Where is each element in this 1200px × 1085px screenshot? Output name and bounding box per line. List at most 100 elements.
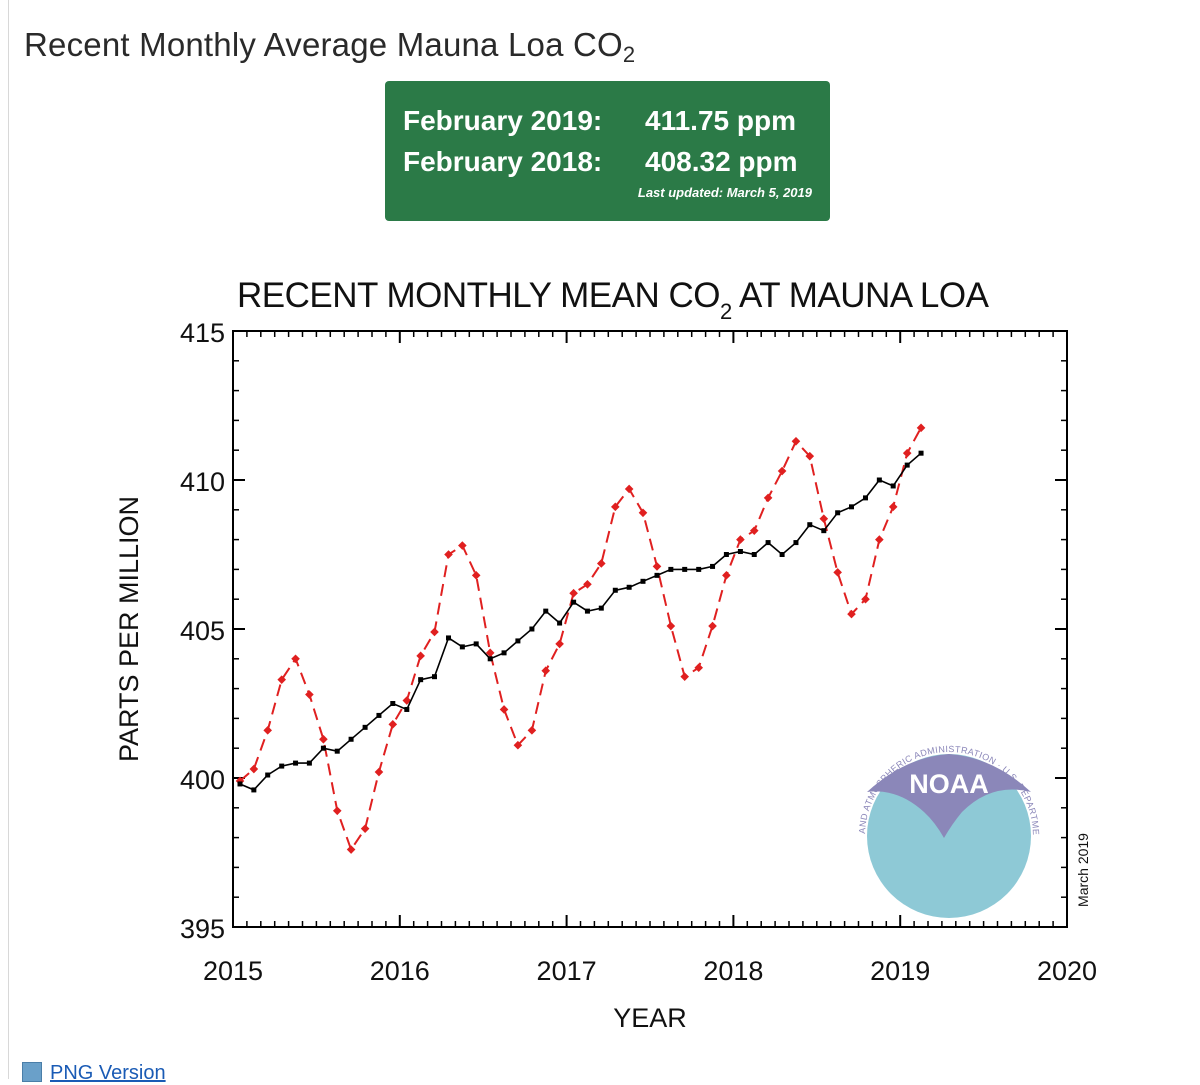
current-reading-value: 411.75 ppm (645, 105, 796, 136)
trend-point (904, 462, 910, 468)
monthly-mean-point (888, 502, 898, 512)
monthly-mean-point (444, 550, 453, 559)
trend-point (696, 566, 702, 572)
monthly-mean-point (471, 571, 481, 580)
trend-point (293, 760, 299, 766)
trend-point (487, 656, 493, 662)
png-version-link[interactable]: PNG Version (22, 1062, 166, 1085)
trend-point (557, 620, 563, 626)
monthly-mean-point (805, 451, 815, 461)
monthly-mean-point (291, 654, 300, 664)
previous-reading-value: 408.32 ppm (645, 146, 798, 177)
x-tick-label: 2016 (370, 956, 430, 986)
x-tick-label: 2017 (537, 956, 597, 986)
monthly-mean-point (861, 594, 870, 604)
y-tick-label: 415 (180, 318, 225, 348)
noaa-logo: NOAA NATIONAL OCEANIC AND ATMOSPHERIC AD… (0, 0, 1041, 918)
monthly-mean-point (680, 672, 690, 681)
trend-point (306, 760, 312, 766)
image-file-icon (22, 1062, 42, 1082)
monthly-mean-point (569, 588, 578, 598)
trend-point (863, 495, 869, 501)
monthly-mean-point (402, 696, 412, 705)
monthly-mean-point (902, 448, 912, 458)
date-note: March 2019 (1075, 833, 1091, 907)
monthly-mean-point (819, 514, 829, 524)
monthly-mean-point (555, 639, 564, 649)
x-tick-label: 2019 (870, 956, 930, 986)
monthly-mean-point (875, 535, 884, 544)
trend-point (626, 584, 632, 590)
trend-point (376, 712, 382, 718)
monthly-mean-point (833, 568, 842, 577)
trend-point (640, 578, 646, 584)
trend-point (668, 566, 674, 572)
data-series (235, 423, 926, 854)
monthly-mean-point (777, 466, 787, 476)
axes: 395 400 405 410 415 2015 2016 2017 2018 2019 2020 (180, 318, 1097, 986)
current-reading: February 2019: 411.75 ppm (403, 105, 796, 137)
trend-point (918, 450, 924, 456)
trend-point (404, 706, 410, 712)
trend-point (571, 599, 577, 605)
monthly-mean-point (596, 559, 606, 568)
monthly-mean-point (583, 579, 592, 589)
monthly-mean-point (694, 663, 704, 673)
previous-reading-label: February 2018: (403, 146, 603, 177)
monthly-mean-point (249, 764, 259, 774)
monthly-mean-point (416, 651, 425, 661)
trend-point (237, 781, 243, 787)
monthly-mean-point (541, 666, 551, 676)
monthly-mean-point (360, 824, 370, 833)
trend-line (239, 452, 922, 791)
trend-point (765, 540, 771, 546)
monthly-mean-point (722, 571, 731, 580)
monthly-mean-point (624, 484, 634, 494)
trend-point (265, 772, 271, 778)
monthly-mean-point (763, 493, 773, 503)
monthly-mean-point (916, 423, 926, 433)
trend-point (320, 745, 326, 751)
trend-point (612, 587, 618, 593)
monthly-mean-line (239, 427, 922, 852)
monthly-mean-point (736, 535, 745, 544)
monthly-mean-point (749, 526, 759, 535)
trend-point (515, 638, 521, 644)
trend-point (598, 605, 604, 611)
monthly-mean-point (458, 541, 467, 550)
trend-point (334, 748, 340, 754)
monthly-mean-point (513, 740, 523, 750)
monthly-mean-point (388, 720, 398, 729)
trend-point (848, 504, 854, 510)
noaa-logo-bird (867, 754, 1031, 838)
x-axis-label: YEAR (613, 1003, 687, 1033)
y-tick-label: 395 (180, 914, 225, 944)
trend-point (876, 477, 882, 483)
trend-point (723, 552, 729, 557)
monthly-mean-point (346, 845, 356, 854)
trend-point (710, 563, 716, 569)
monthly-mean-point (305, 690, 314, 699)
monthly-mean-point (499, 705, 509, 714)
x-tick-label: 2015 (203, 956, 263, 986)
trend-point (779, 552, 785, 557)
y-tick-label: 410 (180, 467, 225, 497)
monthly-mean-point (847, 609, 856, 619)
trend-point (390, 701, 396, 706)
monthly-mean-point (791, 436, 801, 446)
monthly-mean-point (638, 508, 648, 518)
trend-point (807, 522, 813, 528)
noaa-logo-ring-text: NATIONAL OCEANIC AND ATMOSPHERIC ADMINIS… (0, 0, 1041, 836)
trend-point (682, 566, 688, 572)
previous-reading: February 2018: 408.32 ppm (403, 146, 798, 178)
monthly-mean-point (652, 562, 662, 571)
monthly-mean-point (277, 675, 287, 684)
monthly-mean-point (430, 627, 439, 637)
current-reading-label: February 2019: (403, 105, 603, 136)
trend-point (348, 736, 354, 742)
monthly-mean-point (374, 767, 384, 777)
trend-point (501, 650, 507, 656)
page-title: Recent Monthly Average Mauna Loa CO2 (24, 26, 636, 67)
trend-point (459, 644, 465, 650)
